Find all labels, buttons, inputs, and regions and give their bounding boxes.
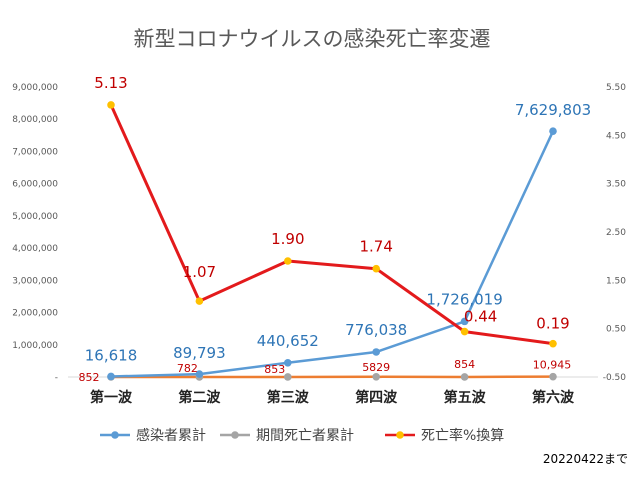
legend-swatch-marker xyxy=(231,431,239,439)
x-tick-label: 第二波 xyxy=(178,389,221,406)
legend-label: 感染者累計 xyxy=(136,427,206,444)
y-left-tick-label: 5,000,000 xyxy=(12,212,58,222)
x-tick-label: 第六波 xyxy=(532,389,575,406)
data-point-death-rate xyxy=(549,339,557,348)
legend-label: 死亡率%換算 xyxy=(421,427,504,444)
legend-label: 期間死亡者累計 xyxy=(256,428,354,444)
data-label-death-rate: 1.07 xyxy=(183,263,216,281)
y-right-tick-label: 0.50 xyxy=(606,325,626,335)
x-tick-label: 第一波 xyxy=(90,389,133,406)
y-left-tick-label: - xyxy=(55,373,58,383)
data-label-infections: 7,629,803 xyxy=(515,101,591,119)
data-point-death-rate xyxy=(195,297,204,305)
data-label-deaths: 854 xyxy=(454,358,475,371)
legend-swatch-marker xyxy=(111,431,119,439)
data-point-infections-cumulative xyxy=(549,127,557,135)
data-label-infections: 440,652 xyxy=(257,332,319,350)
y-left-tick-label: 8,000,000 xyxy=(12,115,58,125)
y-right-tick-label: 1.50 xyxy=(606,276,626,286)
data-label-infections: 16,618 xyxy=(85,346,138,364)
footnote: 20220422まで xyxy=(543,452,628,466)
y-left-tick-label: 2,000,000 xyxy=(12,309,58,319)
y-left-tick-label: 6,000,000 xyxy=(12,180,58,190)
data-point-deaths-cumulative xyxy=(284,373,292,381)
y-left-tick-label: 1,000,000 xyxy=(12,341,58,351)
data-point-infections-cumulative xyxy=(195,370,204,378)
x-tick-label: 第四波 xyxy=(355,389,398,406)
x-tick-label: 第三波 xyxy=(267,389,310,406)
data-point-death-rate xyxy=(284,257,292,265)
data-point-death-rate xyxy=(107,101,115,109)
y-right-tick-label: 5.50 xyxy=(606,83,626,93)
data-point-infections-cumulative xyxy=(107,372,115,381)
data-label-death-rate: 5.13 xyxy=(94,74,127,92)
data-point-infections-cumulative xyxy=(372,348,381,356)
data-point-death-rate xyxy=(372,264,381,273)
data-point-death-rate xyxy=(460,327,469,336)
data-label-deaths: 852 xyxy=(79,371,100,384)
data-label-infections: 776,038 xyxy=(345,321,407,339)
y-right-tick-label: -0.50 xyxy=(603,373,627,383)
data-point-deaths-cumulative xyxy=(549,372,557,381)
y-left-tick-label: 9,000,000 xyxy=(12,83,58,93)
data-label-death-rate: 1.74 xyxy=(359,238,392,256)
series-line-infections-cumulative xyxy=(110,130,555,378)
y-right-tick-label: 4.50 xyxy=(606,131,626,141)
y-right-tick-label: 3.50 xyxy=(606,180,626,190)
data-label-death-rate: 0.44 xyxy=(464,308,497,326)
data-label-death-rate: 1.90 xyxy=(271,230,304,248)
data-label-deaths: 853 xyxy=(264,363,285,376)
y-left-tick-label: 4,000,000 xyxy=(12,244,58,254)
data-point-infections-cumulative xyxy=(460,317,469,326)
y-left-tick-label: 3,000,000 xyxy=(12,276,58,286)
y-right-tick-label: 2.50 xyxy=(606,228,626,238)
chart-title: 新型コロナウイルスの感染死亡率変遷 xyxy=(134,27,491,51)
x-tick-label: 第五波 xyxy=(444,389,487,406)
data-label-deaths: 782 xyxy=(177,362,198,375)
y-left-tick-label: 7,000,000 xyxy=(12,147,58,157)
data-label-death-rate: 0.19 xyxy=(536,315,569,333)
data-label-infections: 89,793 xyxy=(173,344,226,362)
data-label-infections: 1,726,019 xyxy=(426,290,502,308)
series-line-death-rate xyxy=(109,104,554,346)
data-label-deaths: 5829 xyxy=(362,361,390,374)
data-point-deaths-cumulative xyxy=(460,373,469,381)
legend-swatch-marker xyxy=(396,431,404,439)
data-point-infections-cumulative xyxy=(284,359,292,367)
data-point-deaths-cumulative xyxy=(372,373,381,381)
data-label-deaths: 10,945 xyxy=(533,359,572,372)
